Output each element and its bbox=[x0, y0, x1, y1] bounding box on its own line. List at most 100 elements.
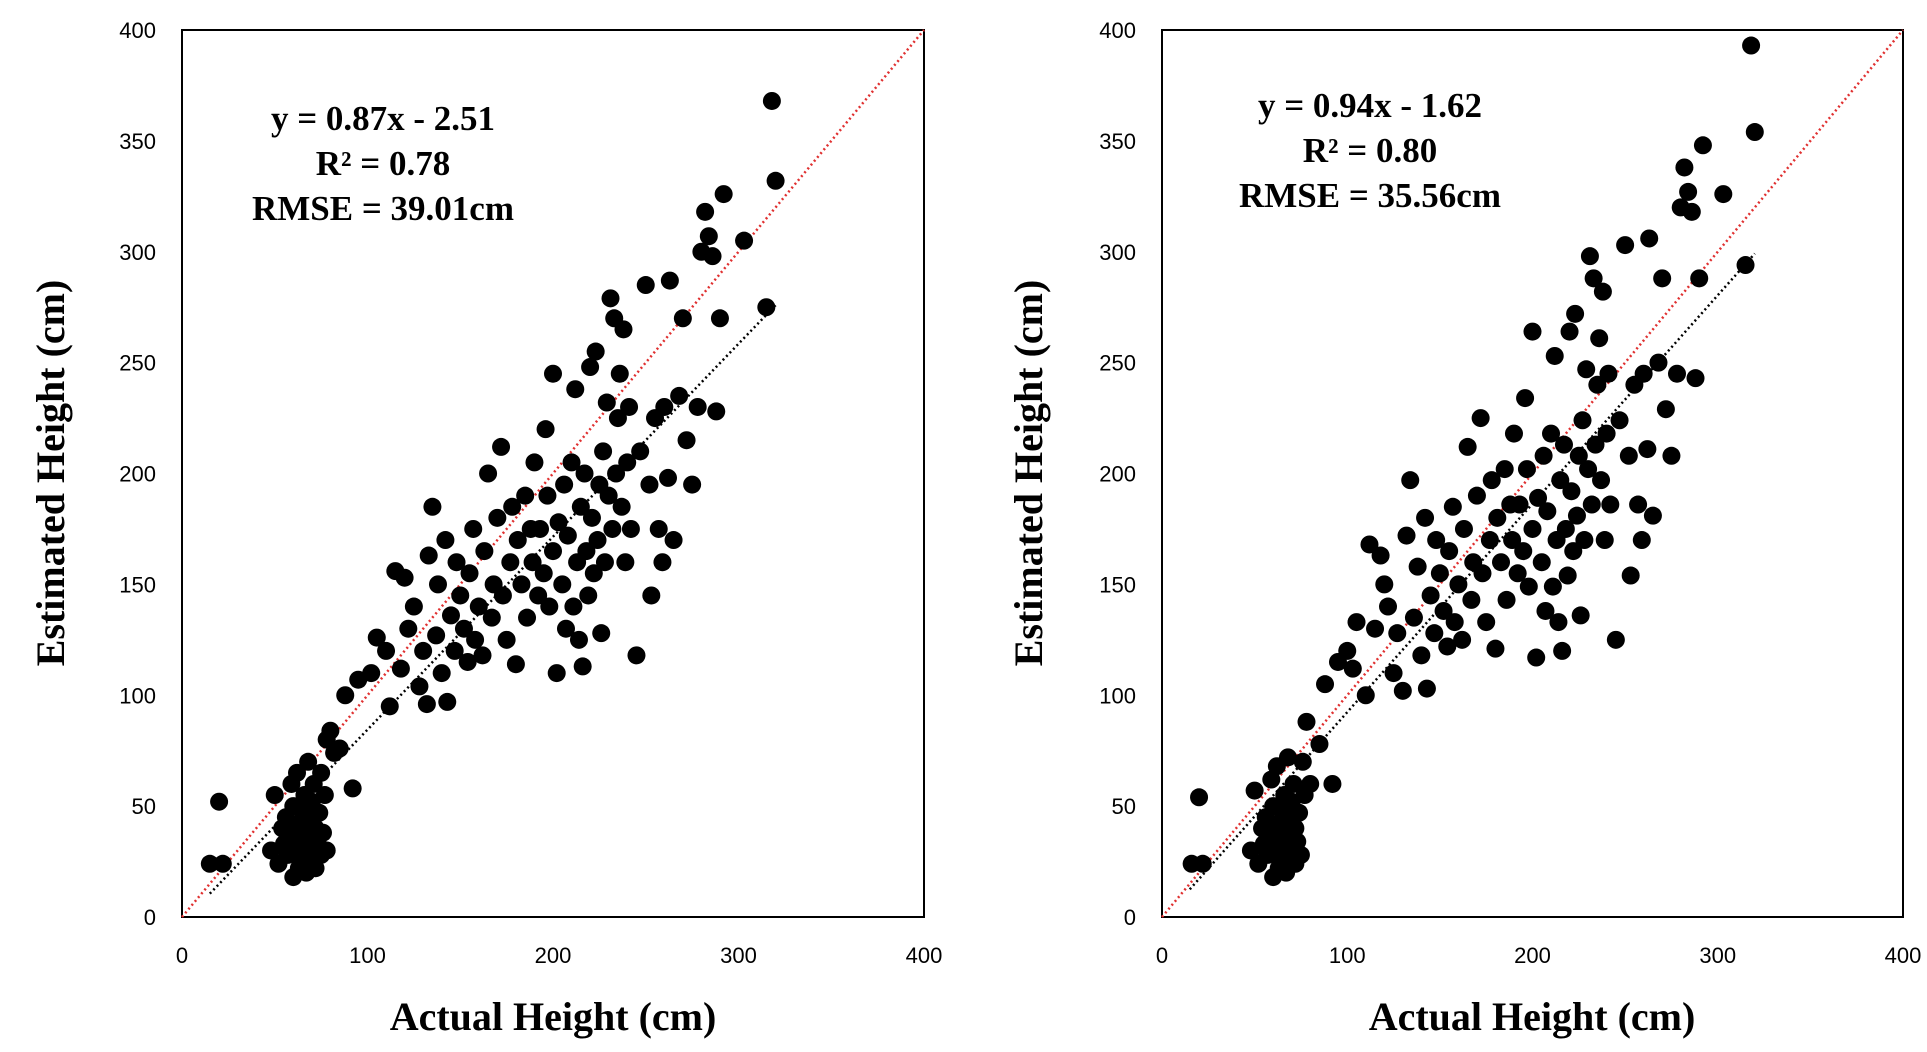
data-point bbox=[1662, 446, 1681, 465]
y-tick-label: 300 bbox=[119, 240, 156, 265]
data-point bbox=[1297, 712, 1316, 731]
data-point bbox=[1643, 506, 1662, 525]
data-point bbox=[310, 803, 329, 822]
data-point bbox=[321, 721, 340, 740]
data-point bbox=[553, 575, 572, 594]
data-point bbox=[1562, 482, 1581, 501]
data-point bbox=[1291, 845, 1310, 864]
data-point bbox=[1454, 519, 1473, 538]
y-tick-label: 0 bbox=[144, 905, 156, 930]
data-point bbox=[336, 686, 355, 705]
scatter-chart-right: 0 50 100 150 200 250 300 350 400 0 100 200 300 400 y… bbox=[1006, 18, 1921, 1039]
data-point bbox=[492, 437, 511, 456]
data-point bbox=[597, 393, 616, 412]
data-point bbox=[575, 464, 594, 483]
data-point bbox=[1278, 748, 1297, 767]
y-tick-label: 200 bbox=[119, 462, 156, 487]
plot-area-frame bbox=[1161, 29, 1904, 918]
data-point bbox=[1517, 460, 1536, 479]
data-point bbox=[594, 442, 613, 461]
y-tick-label: 350 bbox=[119, 129, 156, 154]
data-point bbox=[1601, 495, 1620, 514]
data-point bbox=[1640, 229, 1659, 248]
data-point bbox=[265, 786, 284, 805]
data-point bbox=[688, 397, 707, 416]
data-point bbox=[1343, 659, 1362, 678]
data-point bbox=[1310, 735, 1329, 754]
data-point bbox=[1486, 639, 1505, 658]
data-point bbox=[501, 553, 520, 572]
data-point bbox=[642, 586, 661, 605]
y-tick-label: 400 bbox=[119, 18, 156, 43]
data-point bbox=[1580, 247, 1599, 266]
data-point bbox=[540, 597, 559, 616]
data-point bbox=[1569, 446, 1588, 465]
data-point bbox=[525, 453, 544, 472]
data-point bbox=[482, 608, 501, 627]
data-point bbox=[330, 739, 349, 758]
data-point bbox=[584, 564, 603, 583]
data-point bbox=[1488, 508, 1507, 527]
data-point bbox=[475, 542, 494, 561]
data-point bbox=[428, 575, 447, 594]
data-point bbox=[479, 464, 498, 483]
x-tick-label: 0 bbox=[1156, 943, 1168, 968]
data-point bbox=[1592, 471, 1611, 490]
data-point bbox=[458, 652, 477, 671]
data-point bbox=[660, 271, 679, 290]
data-point bbox=[432, 664, 451, 683]
data-point bbox=[1412, 646, 1431, 665]
data-point bbox=[608, 409, 627, 428]
data-point bbox=[1416, 508, 1435, 527]
data-point bbox=[1606, 630, 1625, 649]
data-point bbox=[441, 606, 460, 625]
y-tick-label: 250 bbox=[119, 351, 156, 376]
data-point bbox=[573, 657, 592, 676]
data-point bbox=[1686, 369, 1705, 388]
data-point bbox=[670, 386, 689, 405]
fit-annotations: y = 0.87x - 2.51 R² = 0.78 RMSE = 39.01cm bbox=[252, 99, 514, 228]
data-point bbox=[414, 641, 433, 660]
x-tick-label: 100 bbox=[1329, 943, 1366, 968]
data-point bbox=[762, 91, 781, 110]
data-point bbox=[1588, 375, 1607, 394]
data-point bbox=[1473, 564, 1492, 583]
data-point bbox=[1693, 136, 1712, 155]
data-point bbox=[581, 358, 600, 377]
data-point bbox=[1384, 664, 1403, 683]
data-point bbox=[1492, 553, 1511, 572]
data-point bbox=[1543, 577, 1562, 596]
data-point bbox=[1504, 424, 1523, 443]
data-points bbox=[200, 91, 785, 887]
data-point bbox=[473, 646, 492, 665]
data-point bbox=[1529, 488, 1548, 507]
data-point bbox=[377, 641, 396, 660]
data-point bbox=[621, 519, 640, 538]
data-point bbox=[547, 664, 566, 683]
data-point bbox=[1714, 185, 1733, 204]
y-axis-title: Estimated Height (cm) bbox=[1006, 280, 1051, 667]
data-point bbox=[423, 497, 442, 516]
data-point bbox=[1293, 752, 1312, 771]
data-point bbox=[534, 564, 553, 583]
data-point bbox=[523, 553, 542, 572]
plot-area-frame bbox=[181, 29, 925, 918]
data-point bbox=[1523, 322, 1542, 341]
data-point bbox=[1438, 637, 1457, 656]
data-point bbox=[558, 526, 577, 545]
x-tick-label: 200 bbox=[535, 943, 572, 968]
y-tick-label: 100 bbox=[119, 683, 156, 708]
data-point bbox=[699, 227, 718, 246]
data-point bbox=[586, 342, 605, 361]
y-axis-title: Estimated Height (cm) bbox=[28, 280, 73, 667]
data-point bbox=[1558, 566, 1577, 585]
data-point bbox=[299, 752, 318, 771]
data-point bbox=[1467, 486, 1486, 505]
data-point bbox=[1736, 256, 1755, 275]
data-point bbox=[1745, 123, 1764, 142]
x-tick-labels: 0 100 200 300 400 bbox=[1156, 943, 1921, 968]
data-point bbox=[577, 542, 596, 561]
data-point bbox=[579, 586, 598, 605]
data-point bbox=[380, 697, 399, 716]
data-point bbox=[556, 619, 575, 638]
